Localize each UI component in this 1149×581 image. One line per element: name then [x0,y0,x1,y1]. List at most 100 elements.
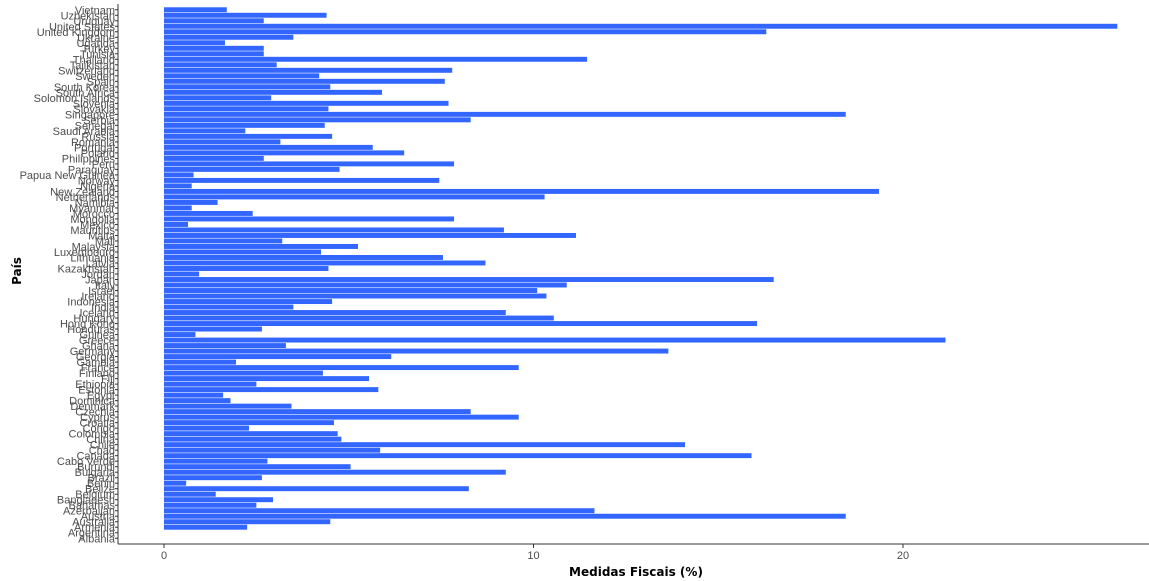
bar-france [164,365,519,371]
bar-cyprus [164,414,519,420]
y-tick-label-slovakia: Slovakia [73,104,115,116]
y-tick-label-uruguay: Uruguay [73,16,115,28]
y-tick-label-mauritius: Mauritius [70,225,115,237]
bar-egypt [164,392,224,398]
bar-romania [164,139,281,145]
y-tick-label-peru: Peru [92,159,115,171]
y-tick-label-poland: Poland [81,148,115,160]
y-tick-label-netherlands: Netherlands [56,192,116,204]
y-tick-label-georgia: Georgia [76,352,116,364]
bar-peru [164,161,455,167]
bar-myanmar [164,205,192,211]
x-tick-label-0: 0 [161,550,167,562]
bar-guinea [164,332,196,338]
y-tick-label-greece: Greece [79,335,115,347]
y-tick-label-tunisia: Tunisia [80,49,116,61]
bar-malta [164,232,576,238]
bar-honduras [164,326,262,332]
y-tick-label-colombia: Colombia [69,429,116,441]
y-tick-label-united-states: United States [49,21,116,33]
y-tick-label-israel: Israel [88,286,115,298]
y-tick-label-kazakhstan: Kazakhstan [58,263,115,275]
y-tick-label-belize: Belize [85,484,115,496]
y-tick-label-jordan: Jordan [81,269,115,281]
bar-norway [164,177,440,183]
y-tick-label-brazil: Brazil [87,473,115,485]
y-tick-label-cabo-verde: Cabo Verde [57,456,115,468]
y-tick-label-bahamas: Bahamas [69,500,116,512]
bar-armenia [164,524,248,530]
bar-fiji [164,376,370,382]
bar-united-kingdom [164,29,767,35]
y-tick-label-denmark: Denmark [70,401,115,413]
y-tick-label-austria: Austria [81,511,116,523]
bar-georgia [164,354,392,360]
bar-turkey [164,45,264,51]
bar-burundi [164,464,351,470]
y-tick-label-turkey: Turkey [82,43,116,55]
y-tick-label-romania: Romania [71,137,116,149]
bar-estonia [164,387,379,393]
y-tick-label-ukraine: Ukraine [77,32,115,44]
y-tick-label-benin: Benin [87,478,115,490]
y-tick-label-ethiopia: Ethiopia [75,379,116,391]
y-axis-title: País [10,257,24,285]
bar-singapore [164,111,846,117]
bar-hong-kong [164,321,758,327]
y-tick-label-iceland: Iceland [80,308,115,320]
y-tick-label-tajikistan: Tajikistan [70,60,115,72]
bar-ghana [164,343,286,349]
bar-kazakhstan [164,266,329,271]
y-tick-label-portugal: Portugal [74,142,115,154]
bar-luxembourg [164,249,322,255]
y-tick-label-uganda: Uganda [76,38,115,50]
bar-slovenia [164,100,449,106]
bar-serbia [164,117,471,123]
bar-croatia [164,420,334,426]
y-tick-label-lithuania: Lithuania [70,252,116,264]
bar-japan [164,277,774,282]
x-tick-label-20: 20 [897,550,909,562]
bar-canada [164,453,752,459]
y-tick-label-vietnam: Vietnam [75,5,115,17]
y-tick-label-latvia: Latvia [86,258,116,270]
y-tick-label-dominica: Dominica [69,396,116,408]
y-tick-label-uzbekistan: Uzbekistan [61,10,115,22]
y-tick-label-germany: Germany [70,346,116,358]
y-tick-label-new-zealand: New Zealand [50,186,115,198]
y-tick-label-south-africa: South Africa [56,87,116,99]
y-tick-label-south-korea: South Korea [54,82,116,94]
y-tick-label-bulgaria: Bulgaria [75,467,116,479]
bar-sweden [164,73,320,79]
y-tick-label-slovenia: Slovenia [73,98,116,110]
y-tick-label-united-kingdom: United Kingdom [37,27,115,39]
bar-czechia [164,409,471,415]
y-tick-label-congo: Congo [83,423,115,435]
bar-united-states [164,23,1118,29]
bar-finland [164,370,323,376]
y-tick-label-cyprus: Cyprus [80,412,115,424]
bar-mali [164,238,283,244]
bar-spain [164,78,445,84]
y-tick-label-argentina: Argentina [68,528,116,540]
y-tick-label-egypt: Egypt [87,390,115,402]
bar-bangladesh [164,497,273,503]
bar-india [164,304,294,310]
bars-group [164,7,1118,530]
y-tick-label-morocco: Morocco [73,208,115,220]
y-tick-label-senegal: Senegal [75,120,115,132]
y-tick-label-singapore: Singapore [65,109,115,121]
y-tick-label-indonesia: Indonesia [67,297,116,309]
y-tick-label-thailand: Thailand [73,54,115,66]
y-tick-label-luxembourg: Luxembourg [54,247,115,259]
bar-uzbekistan [164,12,327,18]
y-tick-label-sweden: Sweden [75,71,115,83]
bar-jordan [164,271,200,277]
bar-papua-new-guinea [164,172,194,178]
bar-congo [164,425,249,431]
bar-latvia [164,260,486,266]
bar-namibia [164,199,218,205]
y-tick-label-paraguay: Paraguay [68,164,116,176]
y-tick-label-ireland: Ireland [81,291,115,303]
